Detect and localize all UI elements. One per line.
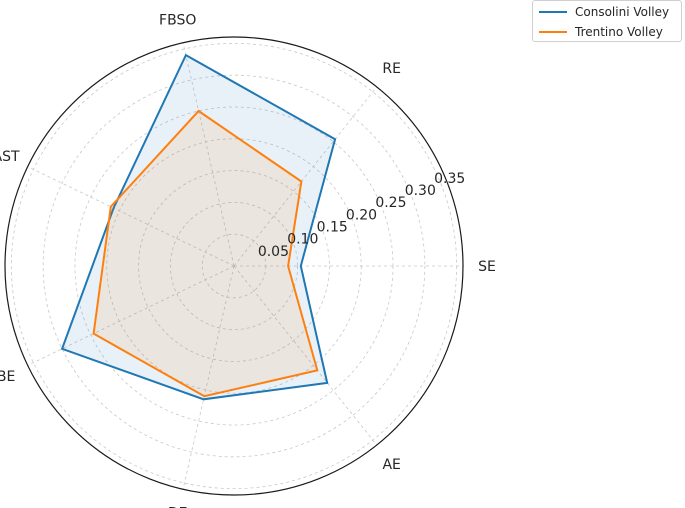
r-tick-label-1: 0.10	[287, 232, 318, 248]
radar-grid	[4, 36, 464, 496]
grid-spoke-2	[182, 42, 235, 267]
legend-item-trentino: Trentino Volley	[539, 24, 663, 40]
r-tick-label-0: 0.05	[258, 244, 289, 260]
axis-label-ast: AST	[0, 149, 20, 165]
r-tick-label-6: 0.35	[434, 171, 465, 187]
series-line-0	[60, 53, 337, 401]
legend-swatch-trentino	[539, 31, 567, 33]
axis-label-re: RE	[382, 61, 401, 77]
r-tick-label-5: 0.30	[405, 183, 436, 199]
legend-label-trentino: Trentino Volley	[575, 25, 663, 39]
axis-label-ae: AE	[382, 457, 400, 473]
grid-circle-1	[169, 201, 299, 331]
grid-spoke-4	[27, 265, 235, 366]
axis-labels: SEREFBSOASTBEDEAE0.050.100.150.200.250.3…	[0, 12, 496, 508]
r-tick-label-4: 0.25	[375, 195, 406, 211]
r-tick-label-2: 0.15	[317, 220, 348, 236]
series-line-1	[92, 109, 319, 398]
grid-spoke-6	[233, 265, 378, 446]
grid-spoke-1	[233, 86, 378, 267]
legend-swatch-consolini	[539, 11, 567, 13]
series-layer	[60, 53, 337, 401]
axis-label-fbso: FBSO	[159, 12, 196, 28]
r-tick-label-3: 0.20	[346, 207, 377, 223]
axis-label-se: SE	[478, 259, 496, 275]
axis-label-de: DE	[168, 506, 188, 508]
axis-label-be: BE	[0, 369, 15, 385]
series-fill-0	[62, 55, 336, 400]
grid-circle-5	[42, 74, 426, 458]
legend-item-consolini: Consolini Volley	[539, 4, 669, 20]
outer-frame	[4, 36, 464, 496]
grid-spoke-3	[27, 166, 235, 267]
series-fill-1	[93, 111, 318, 397]
grid-circle-2	[138, 170, 330, 362]
grid-circle-4	[74, 106, 394, 426]
legend: Consolini Volley Trentino Volley	[532, 0, 682, 42]
legend-label-consolini: Consolini Volley	[575, 5, 670, 19]
grid-spoke-5	[182, 265, 235, 490]
